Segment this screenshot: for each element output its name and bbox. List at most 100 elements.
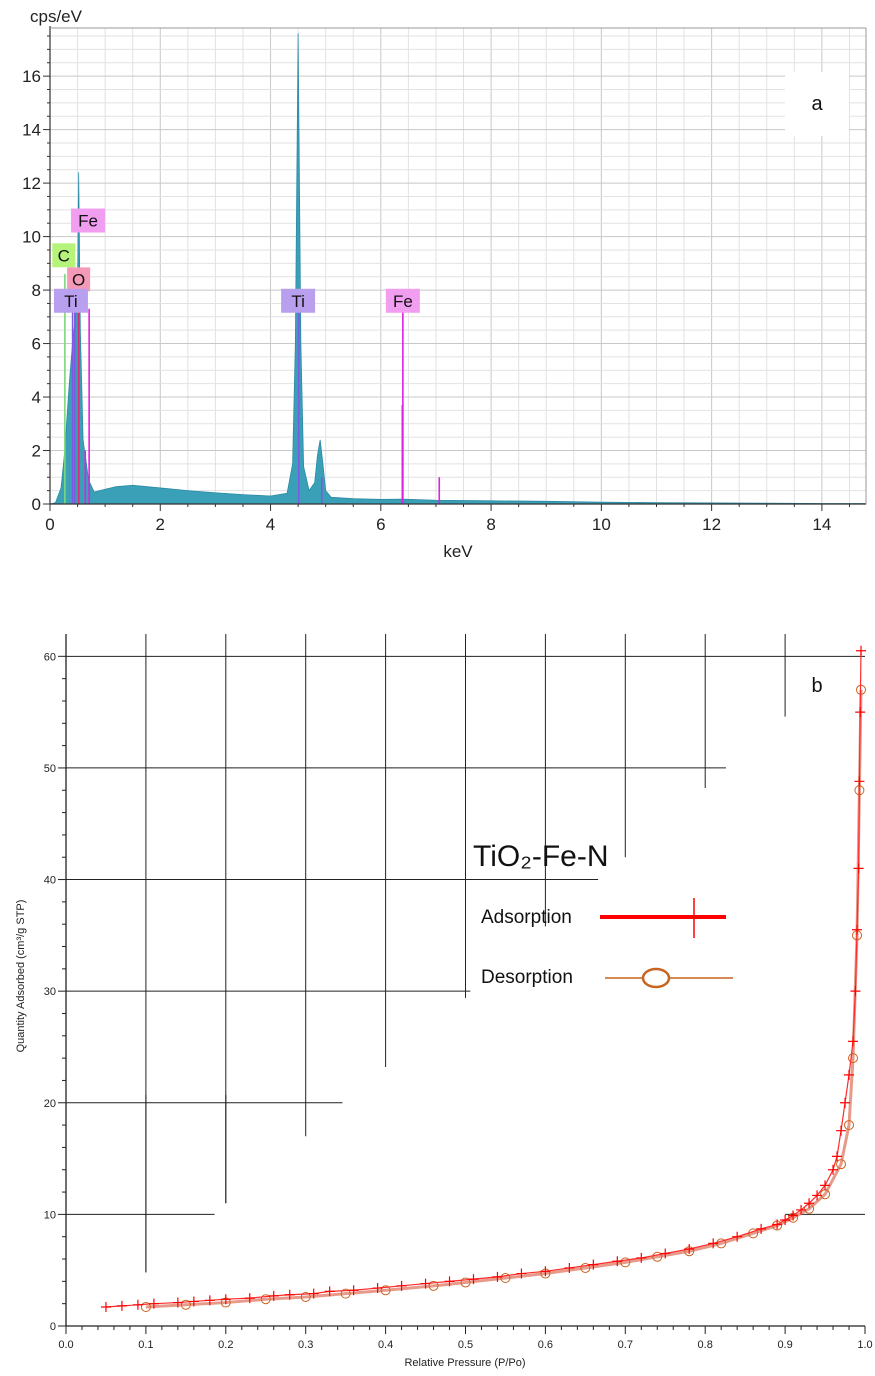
y-tick-label: 20: [44, 1098, 56, 1110]
legend-adsorption-label: Adsorption: [481, 907, 572, 928]
y-tick-label: 30: [44, 986, 56, 998]
y-tick-label: 50: [44, 763, 56, 775]
element-label-box: [385, 288, 420, 313]
x-tick-label: 0.2: [218, 1339, 233, 1351]
element-label-box: [52, 243, 76, 268]
y-tick-label: 0: [32, 495, 41, 514]
adsorption-point: [844, 1069, 855, 1080]
element-label: Ti: [291, 292, 305, 311]
y-tick-label: 60: [44, 651, 56, 663]
y-tick-label: 10: [44, 1209, 56, 1221]
desorption-point: [380, 1285, 391, 1296]
element-label: C: [58, 246, 70, 265]
x-tick-label: 0.4: [378, 1339, 393, 1351]
y-tick-label: 12: [22, 174, 41, 193]
adsorption-point: [268, 1290, 279, 1301]
adsorption-point: [856, 645, 867, 656]
desorption-point: [460, 1277, 471, 1288]
element-label-box: [281, 288, 316, 313]
x-tick-label: 10: [592, 515, 611, 534]
adsorption-point: [850, 986, 861, 997]
y-tick-label: 8: [32, 281, 41, 300]
element-label: O: [72, 270, 85, 289]
adsorption-point: [836, 1125, 847, 1136]
adsorption-point: [756, 1223, 767, 1234]
y-tick-label: 4: [32, 388, 41, 407]
y-tick-label: 6: [32, 335, 41, 354]
adsorption-point: [840, 1097, 851, 1108]
adsorption-point: [636, 1252, 647, 1263]
adsorption-point: [132, 1299, 143, 1310]
desorption-point: [620, 1257, 631, 1268]
y-tick-label: 16: [22, 67, 41, 86]
desorption-point: [260, 1294, 271, 1305]
desorption-point: [652, 1251, 663, 1262]
adsorption-point: [444, 1276, 455, 1287]
adsorption-point: [820, 1180, 831, 1191]
x-tick-label: 1.0: [857, 1339, 872, 1351]
element-label-box: [67, 267, 91, 292]
adsorption-point: [516, 1268, 527, 1279]
panel-label: a: [811, 93, 823, 115]
y-axis-title: Quantity Adsorbed (cm³/g STP): [15, 900, 27, 1053]
y-axis-title: cps/eV: [30, 7, 83, 26]
panel-label-box: [785, 72, 849, 136]
adsorption-point: [116, 1300, 127, 1311]
adsorption-point: [244, 1293, 255, 1304]
adsorption-point: [188, 1296, 199, 1307]
adsorption-point: [854, 776, 865, 787]
adsorption-point: [220, 1294, 231, 1305]
adsorption-point: [832, 1151, 843, 1162]
adsorption-point: [324, 1286, 335, 1297]
adsorption-point: [848, 1036, 859, 1047]
adsorption-point: [564, 1262, 575, 1273]
desorption-point: [844, 1120, 855, 1131]
adsorption-point: [853, 863, 864, 874]
y-tick-label: 0: [50, 1321, 56, 1333]
x-tick-label: 0.6: [538, 1339, 553, 1351]
x-axis-title: Relative Pressure (P/Po): [404, 1357, 525, 1369]
sample-label: TiO₂-Fe-N: [473, 840, 609, 873]
x-tick-label: 0: [45, 515, 54, 534]
y-tick-label: 40: [44, 875, 56, 887]
x-tick-label: 8: [486, 515, 495, 534]
x-tick-label: 0.0: [58, 1339, 73, 1351]
adsorption-point: [492, 1271, 503, 1282]
x-tick-label: 2: [156, 515, 165, 534]
x-tick-label: 14: [812, 515, 831, 534]
desorption-point: [180, 1299, 191, 1310]
adsorption-point: [172, 1297, 183, 1308]
element-label: Fe: [78, 212, 98, 231]
adsorption-point: [308, 1288, 319, 1299]
x-tick-label: 12: [702, 515, 721, 534]
x-tick-label: 6: [376, 515, 385, 534]
isotherm-chart: 0 10 20 30 40 50 60 0.0 0.1 0.2 0.3 0.4 0.5 0.6 0.7 0.8…: [15, 634, 873, 1369]
adsorption-point: [204, 1295, 215, 1306]
adsorption-point: [284, 1289, 295, 1300]
adsorption-point: [732, 1231, 743, 1242]
desorption-point: [428, 1280, 439, 1291]
adsorption-point: [396, 1280, 407, 1291]
y-tick-label: 10: [22, 228, 41, 247]
y-tick-label: 14: [22, 121, 41, 140]
adsorption-point: [804, 1198, 815, 1209]
y-tick-label: 2: [32, 442, 41, 461]
adsorption-point: [772, 1219, 783, 1230]
adsorption-point: [468, 1274, 479, 1285]
x-axis-title: keV: [443, 542, 473, 560]
adsorption-point: [708, 1238, 719, 1249]
x-tick-label: 0.3: [298, 1339, 313, 1351]
adsorption-point: [348, 1285, 359, 1296]
element-label: Ti: [64, 292, 78, 311]
legend-desorption-marker: [641, 967, 671, 989]
desorption-point: [300, 1291, 311, 1302]
adsorption-point: [420, 1278, 431, 1289]
adsorption-point: [796, 1204, 807, 1215]
x-tick-label: 0.8: [698, 1339, 713, 1351]
x-tick-label: 0.7: [618, 1339, 633, 1351]
panel-label: b: [811, 675, 822, 697]
desorption-point: [340, 1288, 351, 1299]
plot-background: [50, 28, 866, 504]
adsorption-point: [852, 924, 863, 935]
adsorption-point: [780, 1214, 791, 1225]
